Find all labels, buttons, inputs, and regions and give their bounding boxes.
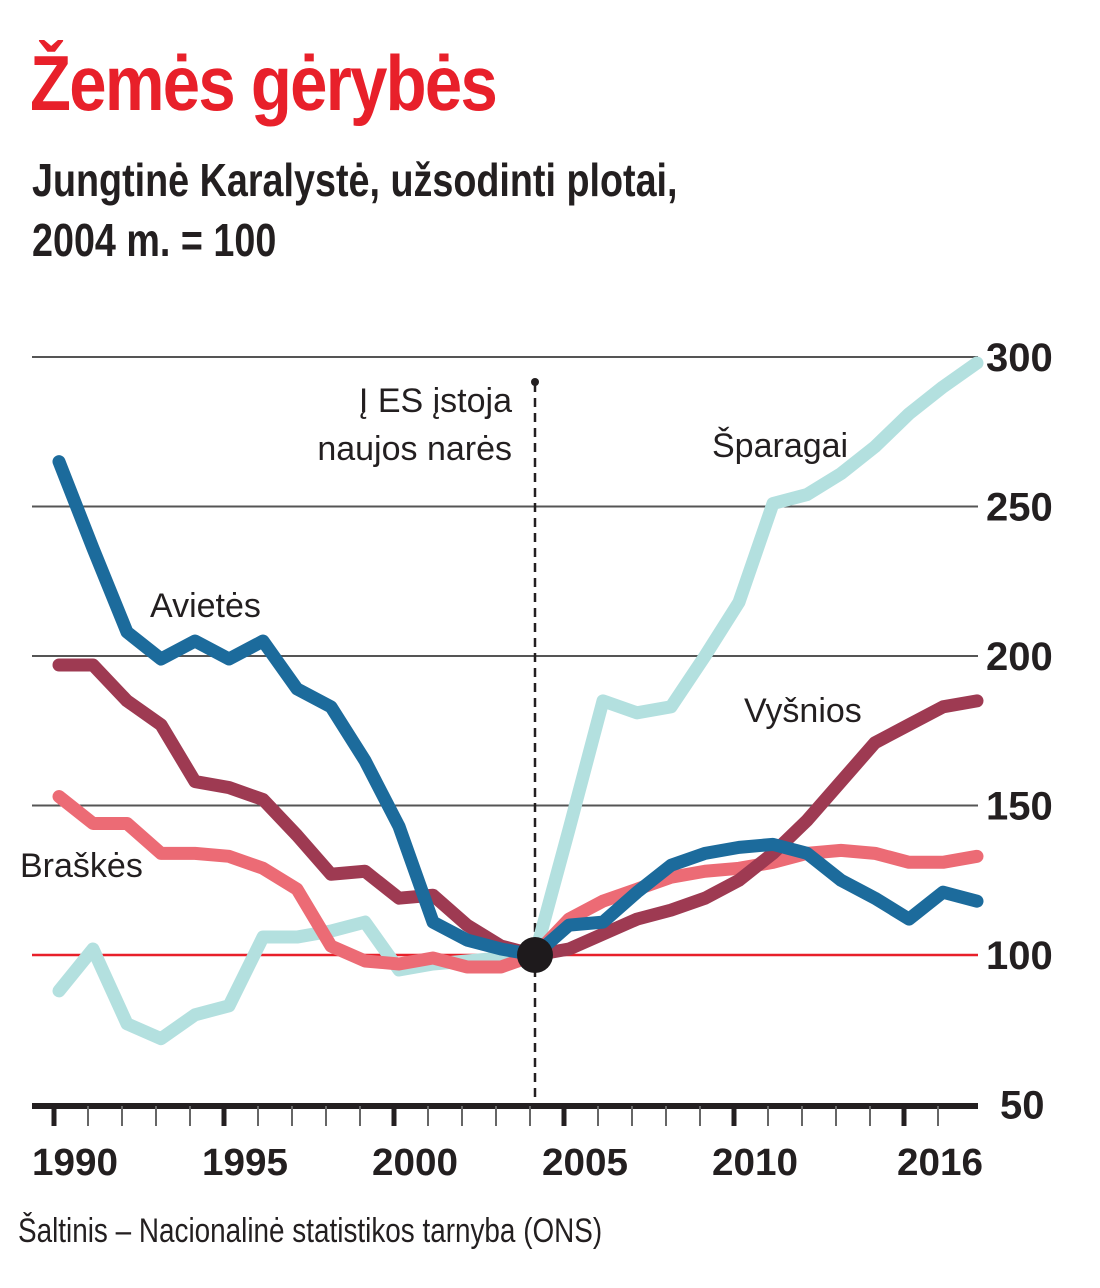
annotation-line-2: naujos narės [317,430,512,468]
x-tick-label: 1995 [202,1142,288,1184]
x-tick-label: 2000 [372,1142,458,1184]
annotation: Į ES įstoja naujos narės [317,378,539,1100]
y-axis-ticks: 300 250 200 150 100 50 [986,336,1053,1128]
y-tick-label: 150 [986,785,1053,829]
series-label-braskes: Braškės [20,847,143,885]
annotation-pin [531,378,539,386]
y-tick-label: 250 [986,486,1053,530]
y-tick-label: 100 [986,934,1053,978]
base-year-dot [517,937,553,973]
subtitle-line-2: 2004 m. = 100 [32,214,277,266]
chart-subtitle: Jungtinė Karalystė, užsodinti plotai, 20… [32,150,678,270]
line-chart: 300 250 200 150 100 50 1990 1995 2000 2005 2010 20… [20,336,1053,1184]
annotation-marker [517,937,553,973]
x-tick-label: 2016 [897,1142,983,1184]
series-label-vysnios: Vyšnios [744,692,862,730]
annotation-line-1: Į ES įstoja [359,382,512,420]
series-label-sparagai: Šparagai [712,427,848,465]
chart-title: Žemės gėrybės [30,39,498,127]
x-tick-label: 2005 [542,1142,628,1184]
x-axis: 1990 1995 2000 2005 2010 2016 [32,1103,983,1184]
source-note: Šaltinis – Nacionalinė statistikos tarny… [18,1212,603,1250]
x-tick-label: 1990 [32,1142,118,1184]
y-tick-label: 200 [986,635,1053,679]
series-labels: Šparagai Braškės Vyšnios Avietės [20,427,862,885]
y-tick-label: 300 [986,336,1053,380]
x-tick-label: 2010 [712,1142,798,1184]
y-tick-label: 50 [1000,1084,1045,1128]
series-label-avietes: Avietės [150,587,261,625]
series-line-Braškės [52,790,984,974]
subtitle-line-1: Jungtinė Karalystė, užsodinti plotai, [32,154,678,206]
